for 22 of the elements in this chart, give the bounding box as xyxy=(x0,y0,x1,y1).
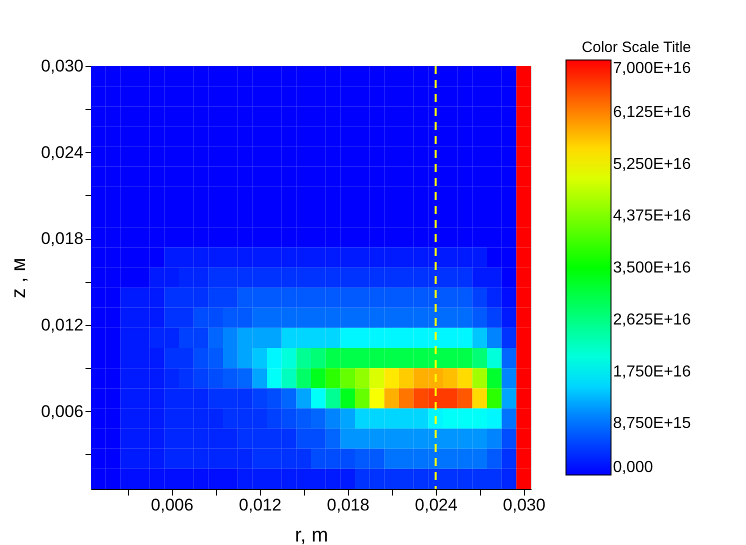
y-tick-label: 0,018 xyxy=(40,229,84,248)
color-bar-label: 2,625E+16 xyxy=(613,311,691,328)
x-tick-label: 0,012 xyxy=(238,496,282,514)
y-tick-label: 0,006 xyxy=(40,402,84,421)
x-tick-label: 0,006 xyxy=(150,496,194,514)
color-bar-title: Color Scale Title xyxy=(582,39,691,56)
x-tick-label: 0,030 xyxy=(502,496,546,514)
color-bar-label: 8,750E+15 xyxy=(613,415,691,432)
y-tick-label: 0,030 xyxy=(40,56,84,76)
y-tick-label: 0,024 xyxy=(40,142,84,162)
color-bar-label: 6,125E+16 xyxy=(613,104,691,121)
x-axis-title: r, m xyxy=(294,524,328,545)
color-bar-label: 3,500E+16 xyxy=(613,260,691,276)
x-tick-label: 0,018 xyxy=(326,496,370,514)
x-tick-label: 0,024 xyxy=(414,496,458,514)
y-axis-title: z , м xyxy=(8,258,30,298)
color-bar-label: 1,750E+16 xyxy=(613,363,691,380)
color-bar-label: 0,000 xyxy=(613,459,654,476)
color-bar-label: 7,000E+16 xyxy=(613,60,691,77)
color-bar-label: 4,375E+16 xyxy=(613,208,691,225)
color-bar-label: 5,250E+16 xyxy=(613,156,691,173)
y-tick-label: 0,012 xyxy=(40,315,84,334)
